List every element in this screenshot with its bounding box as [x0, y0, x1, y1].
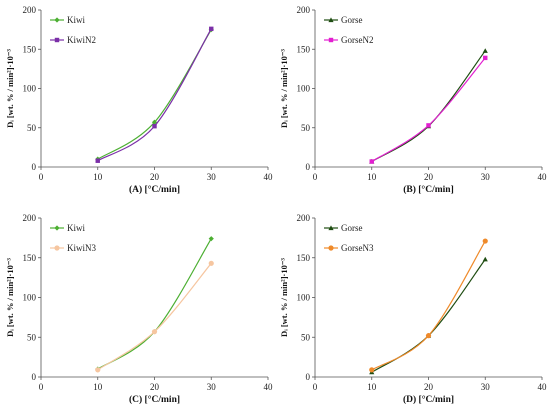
series-line-GorseN2: [371, 57, 486, 163]
y-tick-label: 0: [306, 372, 311, 382]
x-tick-label: 20: [150, 172, 160, 182]
data-point-GorseN2-10: [369, 159, 374, 164]
data-point-Kiwi-20: [151, 119, 158, 125]
legend-marker: [328, 225, 334, 231]
x-tick-label: 40: [538, 382, 548, 392]
data-point-Gorse-30: [482, 256, 488, 262]
legend-label: Kiwi: [67, 223, 85, 233]
legend-marker: [328, 245, 334, 251]
y-tick-label: 150: [23, 44, 37, 54]
x-tick-label: 30: [481, 172, 491, 182]
data-point-GorseN3-20: [425, 333, 432, 339]
data-point-KiwiN2-20: [152, 123, 157, 129]
data-point-KiwiN2-10: [95, 158, 100, 163]
y-tick-label: 0: [32, 162, 37, 172]
data-point-GorseN3-10: [369, 367, 375, 373]
x-tick-label: 0: [39, 172, 44, 182]
data-point-KiwiN3-20: [151, 329, 158, 335]
data-point-KiwiN2-30: [209, 26, 214, 32]
x-tick-label: 10: [367, 172, 377, 182]
x-tick-label: 0: [313, 382, 318, 392]
data-point-GorseN2-20: [426, 123, 431, 128]
x-tick-label: 40: [264, 172, 274, 182]
x-axis-label: (B) [°C/min]: [403, 184, 454, 195]
legend-label: Gorse: [341, 15, 363, 25]
data-point-GorseN2-30: [483, 55, 488, 61]
series-line-Gorse: [371, 50, 486, 163]
y-tick-label: 50: [301, 123, 311, 133]
x-tick-label: 0: [313, 172, 318, 182]
y-tick-label: 100: [23, 84, 37, 94]
y-tick-label: 150: [23, 253, 37, 263]
series-line-KiwiN3: [97, 262, 212, 371]
y-tick-label: 50: [27, 332, 37, 342]
y-axis-label: Dᵢ [wt. % / min²]·10⁻³: [279, 49, 289, 128]
x-tick-label: 40: [264, 382, 274, 392]
data-point-KiwiN3-10: [95, 367, 101, 373]
y-tick-label: 100: [23, 293, 37, 303]
x-axis-label: (D) [°C/min]: [403, 394, 454, 405]
y-tick-label: 0: [32, 372, 37, 382]
x-tick-label: 20: [150, 382, 160, 392]
series-line-KiwiN2: [97, 28, 212, 162]
legend-label: KiwiN3: [67, 243, 96, 253]
x-tick-label: 10: [367, 382, 377, 392]
legend-marker: [54, 17, 60, 23]
x-tick-label: 20: [424, 172, 434, 182]
x-tick-label: 20: [424, 382, 434, 392]
legend-label: Kiwi: [67, 15, 85, 25]
x-tick-label: 10: [93, 382, 103, 392]
y-tick-label: 200: [23, 5, 37, 15]
x-tick-label: 30: [207, 172, 217, 182]
data-point-GorseN3-30: [482, 238, 488, 244]
x-tick-label: 0: [39, 382, 44, 392]
series-line-Kiwi: [97, 29, 212, 160]
legend-marker: [54, 37, 60, 43]
legend-marker: [54, 245, 60, 251]
y-tick-label: 150: [297, 44, 311, 54]
chart-panel-1: 0 50 100 150 200 0 10 20 30 40 (B) [°C/min] Dᵢ [wt.…: [279, 5, 547, 195]
y-axis-label: Dᵢ [wt. % / min²]·10⁻³: [5, 258, 15, 337]
legend-marker: [328, 37, 334, 43]
x-tick-label: 40: [538, 172, 548, 182]
chart-panel-0: 0 50 100 150 200 0 10 20 30 40 (A) [°C/min] Dᵢ [wt.…: [5, 5, 273, 195]
data-point-KiwiN3-30: [208, 260, 214, 266]
y-tick-label: 100: [297, 84, 311, 94]
y-tick-label: 100: [297, 293, 311, 303]
x-axis-label: (C) [°C/min]: [129, 394, 180, 405]
y-axis-label: Dᵢ [wt. % / min²]·10⁻³: [5, 49, 15, 128]
legend-label: GorseN3: [341, 243, 374, 253]
series-line-Kiwi: [97, 238, 212, 370]
x-tick-label: 30: [481, 382, 491, 392]
x-tick-label: 30: [207, 382, 217, 392]
y-tick-label: 200: [23, 213, 37, 223]
legend-label: KiwiN2: [67, 35, 96, 45]
y-tick-label: 200: [297, 213, 311, 223]
legend-marker: [54, 225, 60, 231]
y-tick-label: 0: [306, 162, 311, 172]
data-point-Kiwi-30: [208, 236, 214, 242]
y-tick-label: 50: [301, 332, 311, 342]
x-axis-label: (A) [°C/min]: [129, 184, 180, 195]
x-tick-label: 10: [93, 172, 103, 182]
y-tick-label: 50: [27, 123, 37, 133]
chart-panel-2: 0 50 100 150 200 0 10 20 30 40 (C) [°C/min] Dᵢ [wt.…: [5, 213, 273, 405]
legend-label: GorseN2: [341, 35, 374, 45]
legend-marker: [328, 17, 334, 23]
chart-panel-3: 0 50 100 150 200 0 10 20 30 40 (D) [°C/min] Dᵢ [wt.…: [279, 213, 547, 405]
series-line-GorseN3: [371, 240, 486, 371]
y-tick-label: 200: [297, 5, 311, 15]
legend-label: Gorse: [341, 223, 363, 233]
series-line-Gorse: [371, 258, 486, 373]
data-point-Gorse-30: [482, 48, 488, 53]
y-axis-label: Dᵢ [wt. % / min²]·10⁻³: [279, 258, 289, 337]
y-tick-label: 150: [297, 253, 311, 263]
